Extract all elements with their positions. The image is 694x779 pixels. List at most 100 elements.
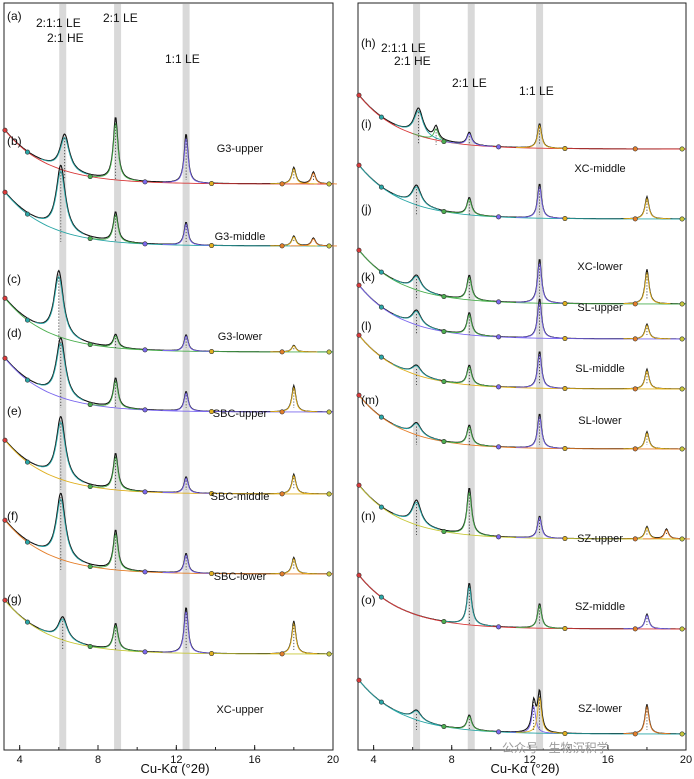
fit-marker: [24, 377, 30, 383]
fit-marker: [562, 301, 568, 307]
fit-marker: [2, 597, 8, 603]
panel-label: (j): [361, 202, 372, 216]
reference-band: [182, 4, 190, 750]
xrd-trace: [357, 678, 686, 735]
fit-marker: [2, 517, 8, 523]
x-tick-label: 4: [371, 754, 377, 766]
xrd-trace: [357, 333, 686, 390]
fit-marker: [87, 644, 93, 650]
fit-marker: [562, 216, 568, 222]
phase-label-211-le-left: 2:1:1 LE: [36, 16, 81, 30]
background-fit: [3, 356, 333, 413]
component-fit: [270, 622, 318, 655]
fit-marker: [326, 181, 332, 187]
panel-label: (e): [7, 404, 22, 418]
xrd-trace: [357, 573, 686, 630]
fit-marker: [24, 539, 30, 545]
sample-label: G3-lower: [218, 331, 263, 343]
panel-frame: [3, 2, 334, 751]
x-tick-label: 20: [327, 754, 339, 766]
fit-marker: [562, 386, 568, 392]
component-fit: [623, 614, 671, 630]
fit-marker: [632, 216, 638, 222]
component-fit: [92, 379, 140, 410]
component-fit: [162, 392, 210, 412]
fit-marker: [356, 247, 362, 253]
component-fit: [516, 604, 563, 629]
fit-marker: [679, 336, 685, 342]
component-fit: [392, 423, 440, 441]
component-fit: [270, 236, 318, 247]
fit-marker: [441, 209, 447, 215]
fit-marker: [142, 569, 148, 575]
fit-marker: [562, 336, 568, 342]
xrd-trace: [357, 163, 686, 220]
panel-label: (l): [361, 319, 372, 333]
component-fit: [392, 310, 440, 331]
fit-marker: [441, 139, 447, 145]
fit-marker: [378, 184, 384, 190]
fit-marker: [632, 146, 638, 152]
fit-marker: [496, 444, 502, 450]
fit-marker: [87, 236, 93, 242]
sample-label: SL-middle: [575, 363, 625, 375]
background-fit: [357, 283, 686, 340]
fit-marker: [378, 354, 384, 360]
fit-marker: [441, 529, 447, 535]
fit-marker: [496, 624, 502, 630]
sample-label: XC-middle: [574, 163, 625, 175]
component-fit: [623, 526, 671, 540]
sample-label: SBC-middle: [211, 491, 270, 503]
background-fit: [3, 190, 333, 247]
fit-marker: [279, 491, 285, 497]
phase-label-21-he-right: 2:1 HE: [394, 54, 431, 68]
fit-marker: [209, 409, 215, 415]
sample-label: SZ-lower: [578, 703, 622, 715]
fit-marker: [2, 189, 8, 195]
fit-marker: [142, 407, 148, 413]
component-fit: [162, 222, 210, 246]
x-tick-label: 16: [602, 754, 614, 766]
fit-marker: [562, 146, 568, 152]
component-fit: [270, 386, 318, 413]
fit-marker: [142, 489, 148, 495]
component-fit: [445, 715, 493, 732]
sample-label: G3-upper: [217, 143, 264, 155]
fit-marker: [2, 295, 8, 301]
fit-marker: [378, 699, 384, 705]
fit-marker: [356, 392, 362, 398]
xrd-trace: [357, 283, 686, 340]
panel-label: (b): [7, 134, 22, 148]
fit-marker: [326, 651, 332, 657]
sample-label: SBC-lower: [214, 571, 267, 583]
x-tick-label: 16: [249, 754, 261, 766]
reference-band: [114, 4, 122, 750]
xrd-trace: [357, 93, 686, 150]
component-fit: [92, 455, 140, 492]
panel-label: (n): [361, 509, 376, 523]
fit-marker: [209, 349, 215, 355]
component-fit: [516, 354, 563, 389]
fit-marker: [679, 146, 685, 152]
xrd-trace: [3, 269, 333, 353]
fit-marker: [632, 386, 638, 392]
sample-label: G3-middle: [215, 231, 266, 243]
component-fit: [41, 137, 88, 175]
component-fit: [270, 167, 318, 185]
component-fit: [623, 705, 671, 735]
x-tick-label: 12: [524, 754, 536, 766]
component-fit: [516, 516, 563, 539]
phase-label-21-he-left: 2:1 HE: [47, 31, 84, 45]
fit-marker: [279, 409, 285, 415]
component-fit: [623, 369, 671, 390]
component-fit: [37, 170, 84, 235]
component-fit: [445, 132, 493, 147]
fit-marker: [87, 402, 93, 408]
fit-marker: [356, 162, 362, 168]
component-fit: [35, 275, 82, 341]
panel-label: (c): [7, 272, 21, 286]
fit-marker: [209, 243, 215, 249]
fit-marker: [679, 536, 685, 542]
x-tick-label: 8: [95, 754, 101, 766]
fit-marker: [679, 731, 685, 737]
